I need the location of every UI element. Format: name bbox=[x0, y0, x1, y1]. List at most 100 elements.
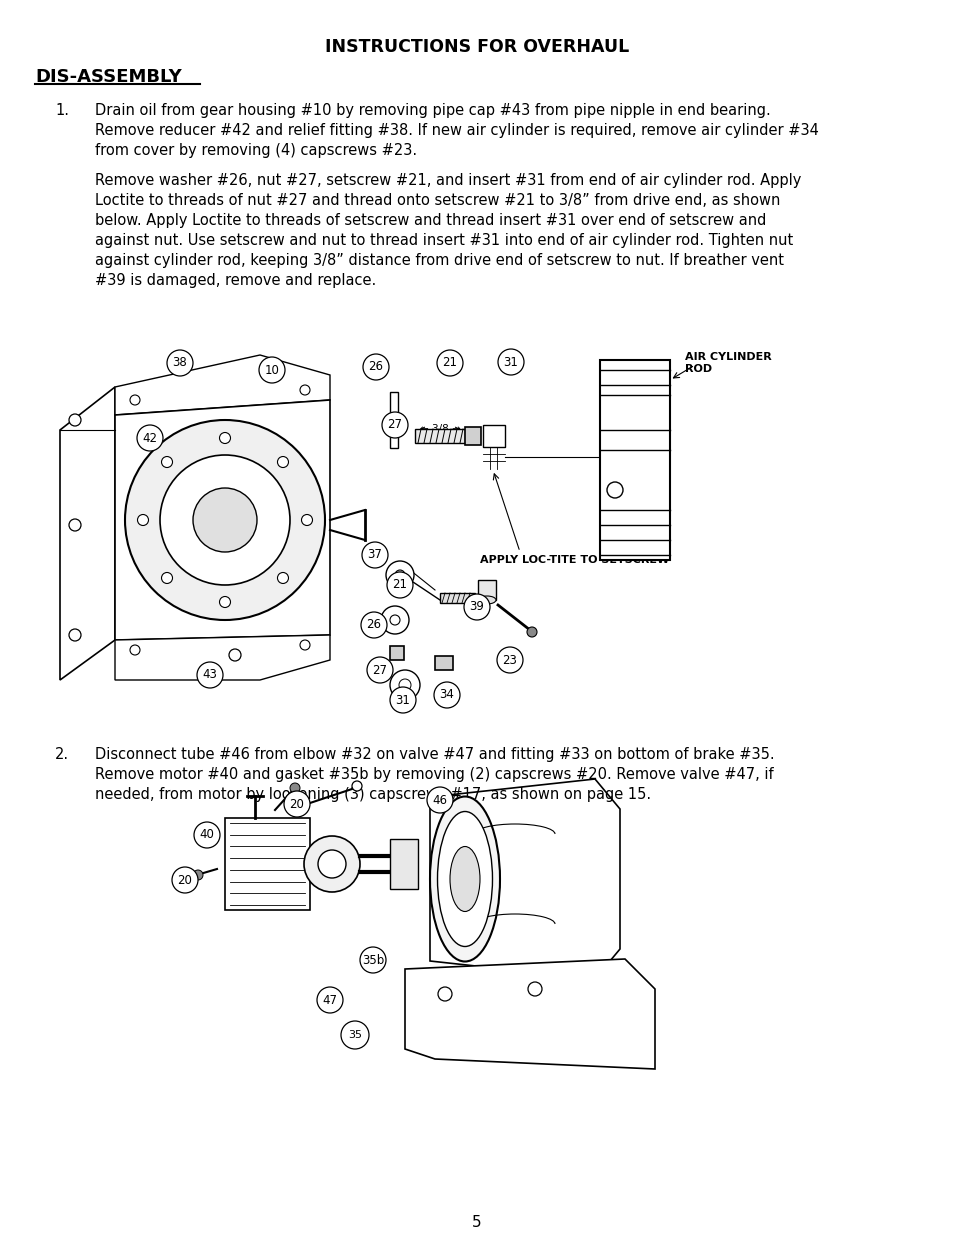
Circle shape bbox=[219, 597, 231, 608]
Polygon shape bbox=[405, 960, 655, 1070]
Text: 23: 23 bbox=[502, 653, 517, 667]
Text: APPLY LOC-TITE TO SETSCREW: APPLY LOC-TITE TO SETSCREW bbox=[479, 555, 669, 564]
Circle shape bbox=[463, 594, 490, 620]
Circle shape bbox=[497, 350, 523, 375]
Text: INSTRUCTIONS FOR OVERHAUL: INSTRUCTIONS FOR OVERHAUL bbox=[325, 38, 628, 56]
Text: below. Apply Loctite to threads of setscrew and thread insert #31 over end of se: below. Apply Loctite to threads of setsc… bbox=[95, 212, 765, 228]
Circle shape bbox=[130, 645, 140, 655]
Circle shape bbox=[161, 573, 172, 583]
Text: 26: 26 bbox=[366, 619, 381, 631]
Bar bbox=[435, 656, 453, 671]
Circle shape bbox=[69, 629, 81, 641]
Text: against cylinder rod, keeping 3/8” distance from drive end of setscrew to nut. I: against cylinder rod, keeping 3/8” dista… bbox=[95, 253, 783, 268]
Text: 2.: 2. bbox=[55, 747, 69, 762]
Circle shape bbox=[69, 519, 81, 531]
Circle shape bbox=[193, 869, 203, 881]
Polygon shape bbox=[115, 400, 330, 640]
Text: 27: 27 bbox=[387, 419, 402, 431]
Circle shape bbox=[340, 1021, 369, 1049]
Text: Remove reducer #42 and relief fitting #38. If new air cylinder is required, remo: Remove reducer #42 and relief fitting #3… bbox=[95, 124, 818, 138]
Circle shape bbox=[130, 395, 140, 405]
Circle shape bbox=[395, 571, 405, 580]
Circle shape bbox=[359, 947, 386, 973]
Text: 34: 34 bbox=[439, 688, 454, 701]
Text: ← 3/8 →: ← 3/8 → bbox=[419, 424, 460, 433]
Text: 43: 43 bbox=[202, 668, 217, 682]
Text: Drain oil from gear housing #10 by removing pipe cap #43 from pipe nipple in end: Drain oil from gear housing #10 by remov… bbox=[95, 103, 770, 119]
Circle shape bbox=[497, 647, 522, 673]
Circle shape bbox=[436, 350, 462, 375]
Circle shape bbox=[196, 662, 223, 688]
Circle shape bbox=[363, 354, 389, 380]
Circle shape bbox=[390, 687, 416, 713]
Text: needed, from motor by loosening (3) capscrews #17, as shown on page 15.: needed, from motor by loosening (3) caps… bbox=[95, 787, 651, 802]
Bar bbox=[390, 391, 397, 448]
Circle shape bbox=[606, 482, 622, 498]
Circle shape bbox=[277, 457, 288, 468]
Text: 20: 20 bbox=[177, 873, 193, 887]
Ellipse shape bbox=[450, 846, 479, 911]
Text: 35: 35 bbox=[348, 1030, 361, 1040]
Text: 37: 37 bbox=[367, 548, 382, 562]
Circle shape bbox=[69, 414, 81, 426]
Ellipse shape bbox=[430, 797, 499, 962]
Bar bbox=[225, 818, 310, 910]
Circle shape bbox=[381, 412, 408, 438]
Bar bbox=[482, 425, 504, 447]
Polygon shape bbox=[115, 635, 330, 680]
Text: 39: 39 bbox=[469, 600, 484, 614]
Text: 20: 20 bbox=[290, 798, 304, 810]
Circle shape bbox=[277, 573, 288, 583]
Text: 5: 5 bbox=[472, 1215, 481, 1230]
Circle shape bbox=[304, 836, 359, 892]
Text: from cover by removing (4) capscrews #23.: from cover by removing (4) capscrews #23… bbox=[95, 143, 416, 158]
Text: 47: 47 bbox=[322, 993, 337, 1007]
Polygon shape bbox=[60, 387, 115, 680]
Circle shape bbox=[258, 357, 285, 383]
Circle shape bbox=[434, 682, 459, 708]
Circle shape bbox=[437, 987, 452, 1002]
Circle shape bbox=[380, 606, 409, 634]
Circle shape bbox=[193, 823, 220, 848]
Text: Disconnect tube #46 from elbow #32 on valve #47 and fitting #33 on bottom of bra: Disconnect tube #46 from elbow #32 on va… bbox=[95, 747, 774, 762]
Circle shape bbox=[361, 542, 388, 568]
Text: 38: 38 bbox=[172, 357, 187, 369]
Circle shape bbox=[390, 671, 419, 700]
Text: 42: 42 bbox=[142, 431, 157, 445]
Circle shape bbox=[301, 515, 313, 526]
Text: 27: 27 bbox=[372, 663, 387, 677]
Text: against nut. Use setscrew and nut to thread insert #31 into end of air cylinder : against nut. Use setscrew and nut to thr… bbox=[95, 233, 792, 248]
Text: #39 is damaged, remove and replace.: #39 is damaged, remove and replace. bbox=[95, 273, 375, 288]
Bar bbox=[390, 646, 403, 659]
Text: 31: 31 bbox=[503, 356, 517, 368]
Bar bbox=[464, 427, 480, 445]
Circle shape bbox=[526, 627, 537, 637]
Text: DIS-ASSEMBLY: DIS-ASSEMBLY bbox=[35, 68, 182, 86]
Text: 31: 31 bbox=[395, 694, 410, 706]
Bar bbox=[415, 429, 464, 443]
Circle shape bbox=[137, 515, 149, 526]
Text: 40: 40 bbox=[199, 829, 214, 841]
Circle shape bbox=[427, 787, 453, 813]
Text: AIR CYLINDER
ROD: AIR CYLINDER ROD bbox=[684, 352, 771, 374]
Circle shape bbox=[219, 432, 231, 443]
Circle shape bbox=[360, 613, 387, 638]
Text: Remove motor #40 and gasket #35b by removing (2) capscrews #20. Remove valve #47: Remove motor #40 and gasket #35b by remo… bbox=[95, 767, 773, 782]
Circle shape bbox=[316, 987, 343, 1013]
Ellipse shape bbox=[437, 811, 492, 946]
Circle shape bbox=[193, 488, 256, 552]
Circle shape bbox=[299, 385, 310, 395]
Circle shape bbox=[284, 790, 310, 818]
Circle shape bbox=[161, 457, 172, 468]
Text: 10: 10 bbox=[264, 363, 279, 377]
Circle shape bbox=[229, 650, 241, 661]
Circle shape bbox=[387, 572, 413, 598]
Circle shape bbox=[317, 850, 346, 878]
Circle shape bbox=[386, 561, 414, 589]
Polygon shape bbox=[115, 354, 330, 415]
Text: 35b: 35b bbox=[361, 953, 384, 967]
Text: 1.: 1. bbox=[55, 103, 69, 119]
Circle shape bbox=[527, 982, 541, 995]
Circle shape bbox=[172, 867, 198, 893]
Circle shape bbox=[367, 657, 393, 683]
